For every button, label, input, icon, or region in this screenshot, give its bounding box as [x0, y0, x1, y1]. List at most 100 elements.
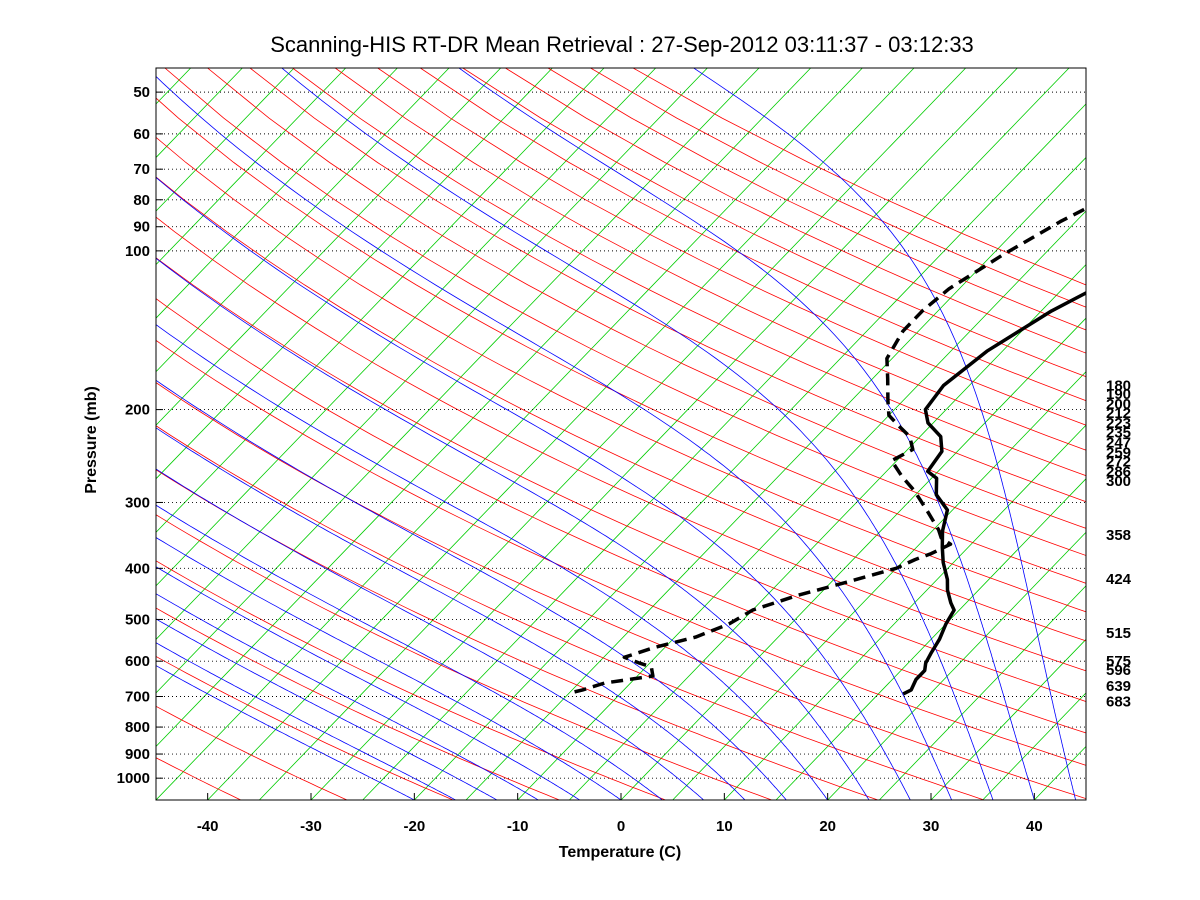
moist-adiabat-line: [156, 324, 829, 800]
dry-adiabat-line: [249, 68, 1086, 503]
height-label: 683: [1106, 693, 1131, 710]
height-label: 190: [1106, 386, 1131, 403]
moist-adiabat-line: [156, 642, 456, 800]
y-tick-label: 300: [125, 494, 150, 511]
isotherm-line: [156, 68, 760, 694]
x-tick-label: 30: [923, 818, 940, 835]
x-tick-label: 0: [617, 818, 625, 835]
y-tick-label: 900: [125, 746, 150, 763]
height-label: 300: [1106, 473, 1131, 490]
x-tick-label: -20: [403, 818, 425, 835]
isotherm-line: [207, 68, 915, 800]
y-tick-label: 60: [133, 126, 150, 143]
y-tick-label: 600: [125, 653, 150, 670]
y-tick-label: 700: [125, 688, 150, 705]
height-label: 247: [1106, 435, 1131, 452]
isotherm-line: [879, 585, 1086, 800]
isotherm-line: [156, 68, 502, 426]
isotherm-line: [156, 68, 347, 266]
y-tick-label: 100: [125, 243, 150, 260]
dry-adiabat-line: [156, 514, 772, 800]
isotherm-line: [465, 156, 1086, 800]
x-tick-label: 10: [716, 818, 733, 835]
height-label: 235: [1106, 424, 1131, 441]
height-label: 259: [1106, 444, 1131, 461]
isotherm-line: [156, 68, 398, 319]
isotherm-line: [724, 424, 1086, 800]
moist-adiabat-line: [156, 427, 746, 800]
height-label: 575: [1106, 653, 1131, 670]
isotherm-line: [569, 264, 1086, 800]
y-tick-label: 90: [133, 219, 150, 236]
moist-adiabat-line: [281, 68, 994, 800]
moist-adiabat-line: [156, 504, 663, 800]
isotherm-line: [362, 68, 1070, 800]
height-label: 358: [1106, 527, 1131, 544]
dry-adiabat-line: [156, 176, 1086, 642]
height-label: 272: [1106, 454, 1131, 471]
chart-title: Scanning-HIS RT-DR Mean Retrieval : 27-S…: [270, 32, 974, 57]
isotherm-line: [156, 68, 295, 212]
isotherm-line: [156, 68, 450, 373]
isotherm-line: [156, 68, 553, 480]
x-tick-label: 40: [1026, 818, 1043, 835]
isotherm-line: [827, 531, 1086, 800]
moist-adiabat-line: [156, 379, 787, 800]
dry-adiabat-line: [156, 425, 985, 800]
height-label: 223: [1106, 415, 1131, 432]
isotherm-line: [310, 68, 1018, 800]
isotherm-line: [156, 68, 863, 800]
y-tick-label: 50: [133, 84, 150, 101]
dry-adiabat-line: [156, 705, 348, 800]
isotherm-line: [156, 68, 812, 748]
isotherm-line: [414, 103, 1086, 800]
dry-adiabat-line: [156, 469, 879, 800]
dry-adiabat-line: [156, 655, 454, 800]
isotherm-line: [672, 371, 1086, 800]
isotherm-line: [156, 68, 708, 640]
moist-adiabat-line: [156, 257, 870, 800]
x-tick-label: -30: [300, 818, 322, 835]
isotherm-line: [156, 68, 605, 533]
dry-adiabat-line: [164, 68, 1086, 556]
dry-adiabat-line: [156, 382, 1086, 800]
height-label: 200: [1106, 396, 1131, 413]
moist-adiabat-line: [156, 593, 539, 800]
x-tick-label: 20: [819, 818, 836, 835]
moist-adiabat-line: [156, 468, 704, 800]
y-tick-label: 800: [125, 719, 150, 736]
y-axis: 50 60 70 80 90 100 200 300 400 500 600 700 800 900 100…: [117, 84, 163, 787]
profiles: [568, 206, 1086, 696]
moist-adiabat-line: [156, 618, 498, 800]
height-label: 286: [1106, 463, 1131, 480]
height-label: 515: [1106, 625, 1131, 642]
moist-adiabat-line: [156, 665, 415, 800]
x-axis: -40 -30 -20 -10 0 10 20 30 40: [197, 793, 1043, 835]
temperature-profile-line: [902, 290, 1086, 696]
dry-adiabat-line: [156, 298, 1086, 734]
moist-adiabat-line: [156, 75, 953, 800]
moist-adiabat-line: [692, 68, 1077, 800]
y-tick-label: 1000: [117, 770, 150, 787]
x-axis-label: Temperature (C): [559, 844, 681, 861]
y-tick-label: 400: [125, 560, 150, 577]
moist-adiabat-line: [156, 176, 911, 800]
isotherm-line: [930, 638, 1086, 800]
dry-adiabat-line: [156, 136, 1086, 613]
y-tick-label: 80: [133, 192, 150, 209]
y-tick-label: 70: [133, 161, 150, 178]
dry-adiabat-line: [156, 607, 560, 800]
x-tick-label: -10: [507, 818, 529, 835]
isotherm-line: [775, 478, 1086, 800]
y-tick-label: 200: [125, 402, 150, 419]
height-label: 212: [1106, 405, 1131, 422]
dry-adiabat-line: [156, 216, 1086, 672]
dry-adiabat-line: [156, 257, 1086, 702]
dry-adiabat-line: [156, 757, 241, 800]
y-tick-label: 500: [125, 611, 150, 628]
x-tick-label: -40: [197, 818, 219, 835]
dry-adiabat-line: [156, 560, 666, 800]
dry-adiabat-line: [156, 97, 1086, 584]
